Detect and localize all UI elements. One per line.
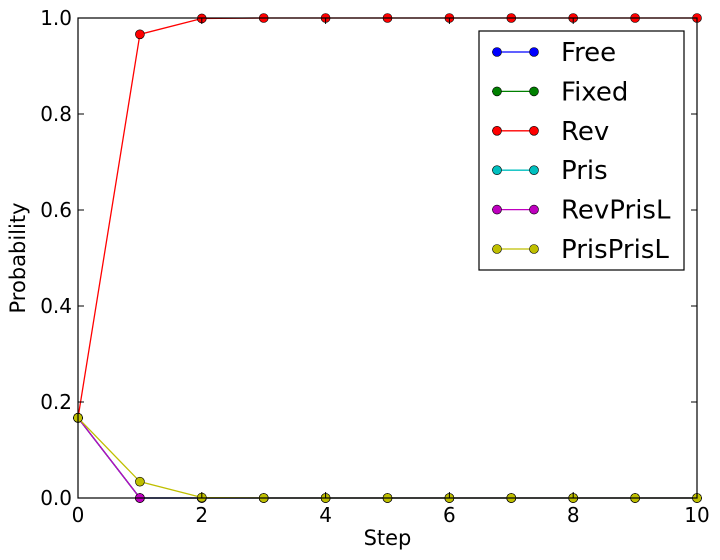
y-tick-label: 0.4 [40,294,72,318]
legend-item: Fixed [492,77,628,107]
data-point [135,29,145,40]
legend-label: Free [561,38,616,68]
x-tick-label: 0 [72,503,85,527]
legend-item: RevPrisL [492,196,671,226]
legend-label: RevPrisL [561,196,671,226]
legend-box [478,30,685,271]
legend-item: Pris [492,156,608,186]
y-axis-label: Probability [6,202,30,313]
legend-marker [492,244,502,254]
series-line [77,417,697,499]
legend-marker [492,165,502,175]
legend-item: Free [492,38,616,68]
series-line [77,417,697,499]
y-tick-label: 0.0 [40,486,72,510]
legend-marker [529,244,539,254]
legend-marker [492,47,502,57]
series-line [77,417,697,499]
ticks-layer: 0 2 4 6 8 10 0.0 0.2 0.4 0.6 0.8 1.0 [40,6,710,527]
y-tick-label: 1.0 [40,6,72,30]
series-line [77,417,697,499]
legend: Free Fixed Rev Pris RevPrisL PrisPrisL [478,30,685,271]
y-tick-label: 0.6 [40,198,72,222]
legend-label: Rev [561,117,609,147]
x-tick-label: 4 [319,503,332,527]
legend-marker [529,204,539,215]
legend-marker [529,86,539,97]
x-tick-label: 10 [684,503,709,527]
y-tick-label: 0.2 [40,390,72,414]
legend-marker [492,86,502,97]
legend-marker [529,47,539,57]
legend-label: PrisPrisL [561,235,669,265]
x-tick-label: 8 [567,503,580,527]
legend-item: PrisPrisL [492,235,669,265]
x-axis-label: Step [364,526,412,550]
legend-marker [492,204,502,215]
legend-label: Pris [561,156,608,186]
legend-marker [529,165,539,175]
series-line [77,417,697,499]
x-tick-label: 6 [443,503,456,527]
plot-frame [77,17,698,499]
y-tick-label: 0.8 [40,102,72,126]
legend-item: Rev [492,117,609,147]
legend-marker [492,126,502,136]
legend-label: Fixed [561,77,628,107]
series-prisprisl [73,413,702,503]
data-point [135,476,145,487]
legend-marker [529,126,539,136]
x-tick-label: 2 [195,503,208,527]
